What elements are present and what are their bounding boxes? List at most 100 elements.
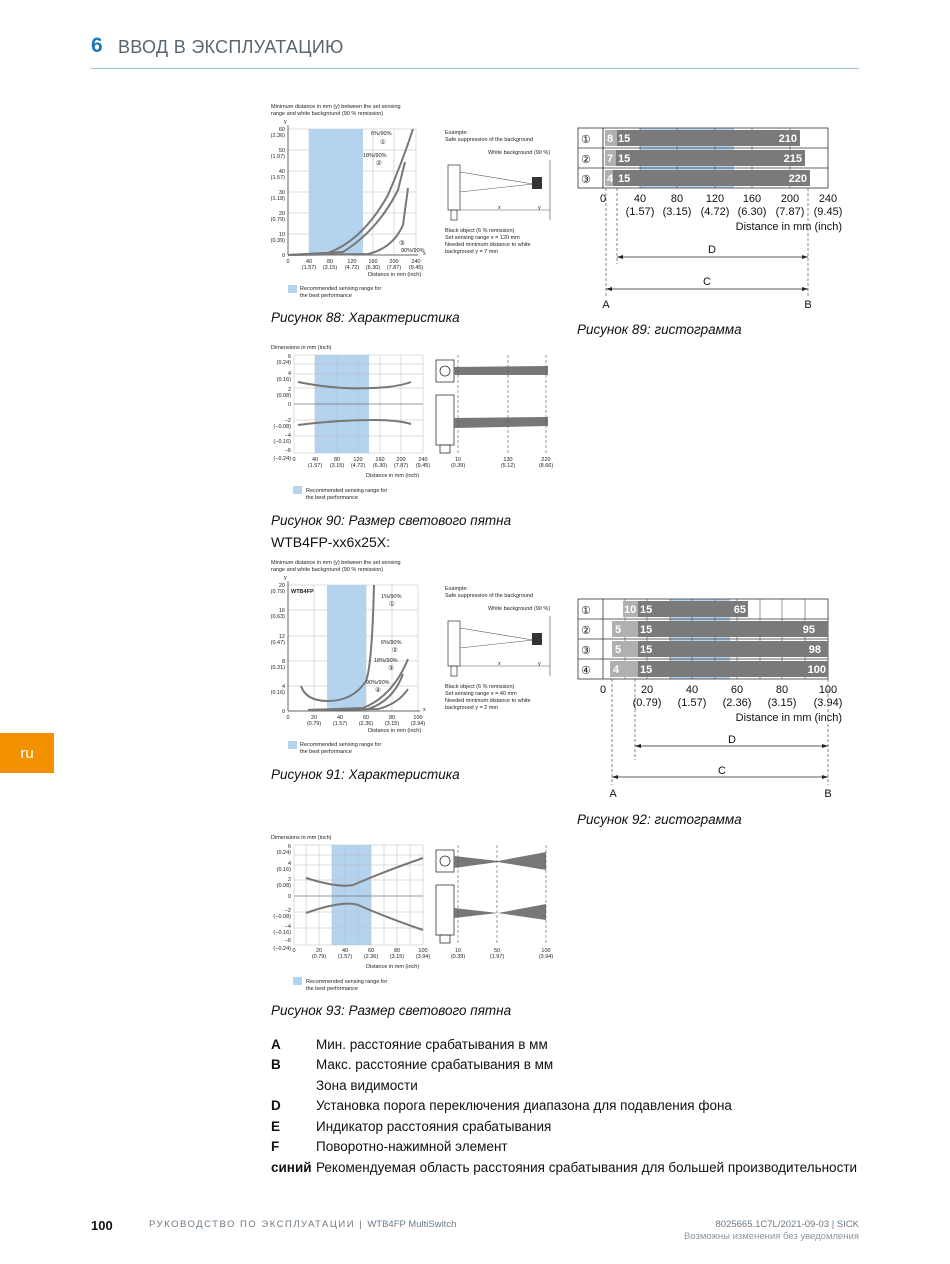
svg-text:(−0.24): (−0.24)	[273, 946, 291, 952]
fig92-row-4-b: 15	[640, 664, 652, 676]
chapter-title: ВВОД В ЭКСПЛУАТАЦИЮ	[118, 37, 344, 57]
svg-text:(9.45): (9.45)	[814, 206, 843, 218]
fig92-row-3-b: 15	[640, 644, 652, 656]
legend-row: D Установка порога переключения диапазона…	[271, 1096, 871, 1117]
svg-text:(3.15): (3.15)	[385, 721, 400, 727]
svg-text:(1.57): (1.57)	[333, 721, 348, 727]
fig91-sensor-icon	[447, 620, 461, 667]
caption-figure-92: Рисунок 92: гистограмма	[577, 812, 742, 827]
fig89-row-3-b: 15	[618, 173, 630, 185]
fig88-recommended-zone	[309, 129, 363, 255]
svg-text:1%/90%: 1%/90%	[381, 594, 402, 600]
chapter-number: 6	[91, 34, 103, 57]
svg-text:60: 60	[368, 948, 374, 954]
svg-text:6: 6	[288, 354, 291, 360]
fig89-tick-5: 200	[781, 193, 799, 205]
svg-text:80: 80	[389, 715, 395, 721]
svg-text:−6: −6	[285, 448, 291, 454]
svg-text:80: 80	[327, 259, 333, 265]
svg-text:Distance in mm (inch): Distance in mm (inch)	[366, 473, 419, 479]
figure-89-histogram: ① ② ③ 8 15 210 7 15 215 4 15 220 0 40 80…	[577, 127, 843, 311]
svg-text:200: 200	[396, 457, 405, 463]
svg-text:12: 12	[279, 634, 285, 640]
legend-key: B	[271, 1057, 281, 1073]
svg-text:Distance in mm (inch): Distance in mm (inch)	[366, 964, 419, 970]
legend-row: E Индикатор расстояния срабатывания	[271, 1116, 871, 1137]
svg-text:B: B	[824, 788, 831, 800]
svg-text:200: 200	[389, 259, 398, 265]
svg-text:0: 0	[292, 948, 295, 954]
fig89-row-1-c: 210	[779, 133, 797, 145]
page-number: 100	[91, 1218, 113, 1233]
svg-text:0: 0	[286, 259, 289, 265]
svg-text:−4: −4	[285, 924, 291, 930]
svg-text:(0.79): (0.79)	[633, 697, 662, 709]
svg-text:Recommended sensing range for: Recommended sensing range for	[300, 742, 381, 748]
svg-text:60: 60	[279, 127, 285, 133]
svg-text:90%/90%: 90%/90%	[366, 680, 390, 686]
fig92-tick-2: 40	[686, 684, 698, 696]
svg-text:Distance in mm (inch): Distance in mm (inch)	[368, 728, 421, 734]
fig92-xlabel: Distance in mm (inch)	[736, 712, 842, 724]
svg-text:(−0.24): (−0.24)	[273, 456, 291, 462]
svg-text:18%/90%: 18%/90%	[374, 658, 398, 664]
svg-text:(7.87): (7.87)	[394, 463, 409, 469]
svg-text:(1.57): (1.57)	[302, 265, 317, 271]
svg-text:100: 100	[413, 715, 422, 721]
svg-text:(3.94): (3.94)	[814, 697, 843, 709]
svg-text:(3.15): (3.15)	[323, 265, 338, 271]
svg-text:(3.15): (3.15)	[390, 954, 405, 960]
svg-text:(1.57): (1.57)	[678, 697, 707, 709]
svg-text:6%/90%: 6%/90%	[371, 131, 392, 137]
svg-text:y: y	[284, 575, 287, 581]
legend-text: Установка порога переключения диапазона …	[316, 1098, 732, 1114]
svg-text:(8.66): (8.66)	[539, 463, 554, 469]
svg-text:(4.72): (4.72)	[351, 463, 366, 469]
svg-text:Recommended sensing range for: Recommended sensing range for	[306, 979, 387, 985]
svg-text:①: ①	[389, 600, 395, 608]
svg-text:(0.79): (0.79)	[312, 954, 327, 960]
fig92-tick-3: 60	[731, 684, 743, 696]
svg-text:y: y	[538, 661, 541, 667]
legend-text: Рекомендуемая область расстояния срабаты…	[316, 1159, 858, 1175]
legend-text: Зона видимости	[316, 1077, 418, 1093]
svg-text:16: 16	[279, 608, 285, 614]
svg-text:40: 40	[312, 457, 318, 463]
legend-text: Макс. расстояние срабатывания в мм	[316, 1057, 554, 1073]
svg-text:40: 40	[279, 169, 285, 175]
svg-text:Example:: Example:	[445, 130, 468, 136]
svg-text:(0.39): (0.39)	[451, 954, 466, 960]
fig93-sensor-icon	[435, 849, 455, 873]
svg-text:x: x	[423, 251, 426, 257]
svg-text:(0.79): (0.79)	[307, 721, 322, 727]
svg-text:(1.57): (1.57)	[271, 175, 286, 181]
svg-text:(6.30): (6.30)	[366, 265, 381, 271]
language-tab[interactable]: ru	[0, 733, 54, 773]
svg-text:4: 4	[288, 861, 291, 867]
legend-key: синий	[271, 1159, 312, 1175]
svg-text:(1.18): (1.18)	[271, 196, 286, 202]
fig89-tick-2: 80	[671, 193, 683, 205]
svg-text:(3.94): (3.94)	[416, 954, 431, 960]
fig89-row-1-a: 8	[607, 133, 613, 145]
legend-key: F	[271, 1139, 280, 1155]
svg-text:18%/90%: 18%/90%	[363, 153, 387, 159]
svg-text:D: D	[728, 734, 736, 746]
legend-key: E	[271, 1118, 281, 1134]
legend-row: B Макс. расстояние срабатывания в мм	[271, 1055, 871, 1076]
svg-text:0: 0	[288, 894, 291, 900]
fig89-tick-3: 120	[706, 193, 724, 205]
fig92-row-2-b: 15	[640, 624, 652, 636]
fig89-row-3-a: 4	[607, 173, 614, 185]
figure-92-histogram: ① ② ③ ④ 10 15 65 5 15 95 5 15 98 4 15 10…	[577, 598, 843, 800]
svg-text:(0.63): (0.63)	[271, 614, 286, 620]
svg-text:10: 10	[455, 948, 461, 954]
svg-text:(0.79): (0.79)	[271, 217, 286, 223]
svg-text:(−0.08): (−0.08)	[273, 914, 291, 920]
fig92-row-3-c: 98	[809, 644, 821, 656]
svg-text:(3.15): (3.15)	[330, 463, 345, 469]
svg-text:(9.45): (9.45)	[416, 463, 431, 469]
svg-text:Recommended sensing range for: Recommended sensing range for	[306, 488, 387, 494]
fig88-sensor-icon	[447, 164, 461, 211]
svg-text:Distance in mm (inch): Distance in mm (inch)	[368, 272, 421, 278]
